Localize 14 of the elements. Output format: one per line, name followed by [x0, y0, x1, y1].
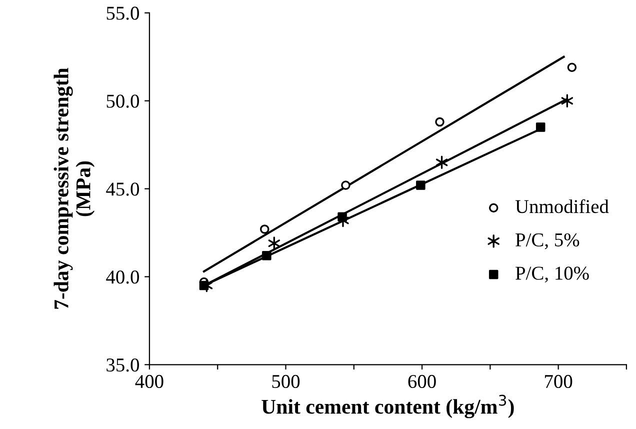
legend-label: Unmodified [515, 199, 609, 214]
y-axis-title: 7-day compressive strength (MPa) [54, 68, 95, 309]
x-tick-label: 500 [272, 374, 300, 388]
legend-label: P/C, 10% [516, 266, 589, 283]
y-tick-label: 50.0 [106, 94, 139, 108]
x-tick-label: 600 [408, 374, 436, 388]
legend-label: P/C, 5% [516, 233, 580, 250]
x-axis-title: Unit cement content (kg/m$^{3}$) [262, 394, 514, 418]
y-tick-label: 40.0 [106, 270, 139, 284]
y-tick-label: 55.0 [106, 6, 139, 20]
x-tick-label: 700 [545, 374, 572, 388]
x-tick-label: 400 [135, 374, 164, 388]
y-tick-label: 45.0 [106, 182, 139, 196]
y-tick-label: 35.0 [106, 358, 139, 372]
